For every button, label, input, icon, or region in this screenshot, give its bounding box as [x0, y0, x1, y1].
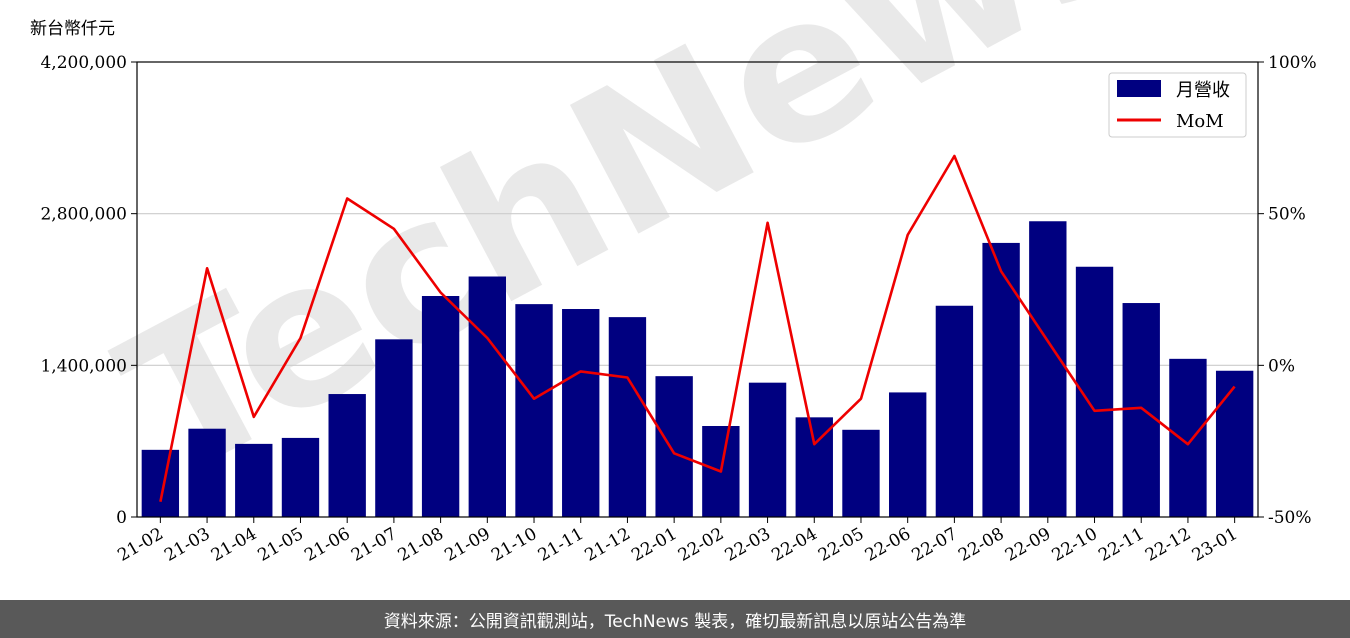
x-tick-label-22-11: 22-11	[1095, 524, 1147, 566]
x-tick-label-22-05: 22-05	[815, 524, 867, 566]
bar-22-06	[889, 392, 927, 517]
right-tick-label-2: 50%	[1268, 205, 1306, 225]
bar-21-08	[421, 296, 460, 517]
legend-bar-swatch	[1117, 80, 1161, 97]
legend: 月營收 MoM	[1108, 72, 1247, 138]
x-tick-label-21-11: 21-11	[535, 524, 587, 566]
x-tick-label-22-10: 22-10	[1049, 524, 1101, 566]
bar-23-01	[1215, 370, 1254, 517]
bar-22-01	[655, 376, 693, 517]
bar-22-12	[1169, 358, 1207, 517]
legend-label-mom: MoM	[1176, 111, 1224, 132]
bar-22-05	[842, 429, 880, 517]
left-tick-label-3: 4,200,000	[40, 53, 127, 73]
left-tick-label-1: 1,400,000	[40, 356, 127, 376]
mom-line	[159, 154, 1236, 503]
plot-frame	[136, 61, 1259, 518]
bar-22-07	[935, 305, 974, 517]
x-tick-label-21-06: 21-06	[301, 524, 353, 566]
bars	[141, 221, 1254, 517]
bar-22-09	[1029, 221, 1067, 517]
bar-21-04	[235, 443, 273, 517]
x-tick-label-21-05: 21-05	[255, 524, 307, 566]
x-tick-label-21-09: 21-09	[441, 524, 493, 566]
bar-21-10	[515, 304, 553, 517]
x-tick-label-21-03: 21-03	[161, 524, 213, 566]
bar-21-05	[281, 437, 320, 517]
bar-21-02	[141, 449, 180, 517]
bar-21-12	[608, 317, 647, 517]
x-tick-label-22-07: 22-07	[908, 524, 960, 566]
left-tick-label-0: 0	[116, 508, 127, 528]
left-tick-label-2: 2,800,000	[40, 205, 127, 225]
y-unit-label: 新台幣仟元	[30, 19, 115, 39]
bar-21-09	[468, 276, 506, 517]
right-tick-label-0: -50%	[1268, 508, 1312, 528]
footer-text: 資料來源：公開資訊觀測站，TechNews 製表，確切最新訊息以原站公告為準	[383, 611, 967, 632]
x-tick-label-21-10: 21-10	[488, 524, 540, 566]
x-tick-label-22-12: 22-12	[1142, 524, 1194, 566]
mom-series-line	[159, 154, 1236, 503]
x-tick-label-21-07: 21-07	[348, 524, 400, 566]
legend-label-revenue: 月營收	[1176, 80, 1230, 101]
bar-22-11	[1122, 303, 1160, 517]
x-tick-label-21-08: 21-08	[395, 524, 447, 566]
bar-21-03	[188, 428, 226, 517]
footer-source: 資料來源：公開資訊觀測站，TechNews 製表，確切最新訊息以原站公告為準	[0, 600, 1350, 638]
x-tick-label-21-02: 21-02	[114, 524, 166, 566]
right-tick-label-1: 0%	[1268, 356, 1295, 376]
right-tick-label-3: 100%	[1268, 53, 1317, 73]
bar-21-07	[375, 339, 413, 517]
x-tick-label-21-12: 21-12	[581, 524, 633, 566]
x-tick-label-22-09: 22-09	[1002, 524, 1054, 566]
bar-21-11	[562, 309, 600, 517]
chart: TechNews 01,400,0002,800,0004,200,000-50…	[30, 0, 1317, 566]
x-tick-label-22-01: 22-01	[628, 524, 680, 566]
x-tick-label-22-02: 22-02	[675, 524, 727, 566]
grid	[137, 213, 1258, 366]
x-tick-label-21-04: 21-04	[208, 524, 260, 566]
bar-22-04	[795, 417, 833, 517]
bar-21-06	[328, 394, 366, 517]
bar-22-03	[748, 382, 787, 517]
x-tick-label-22-03: 22-03	[722, 524, 774, 566]
x-tick-label-22-08: 22-08	[955, 524, 1007, 566]
bar-22-08	[982, 242, 1020, 517]
x-tick-label-23-01: 23-01	[1189, 524, 1241, 566]
x-tick-label-22-06: 22-06	[862, 524, 914, 566]
x-tick-label-22-04: 22-04	[768, 524, 820, 566]
